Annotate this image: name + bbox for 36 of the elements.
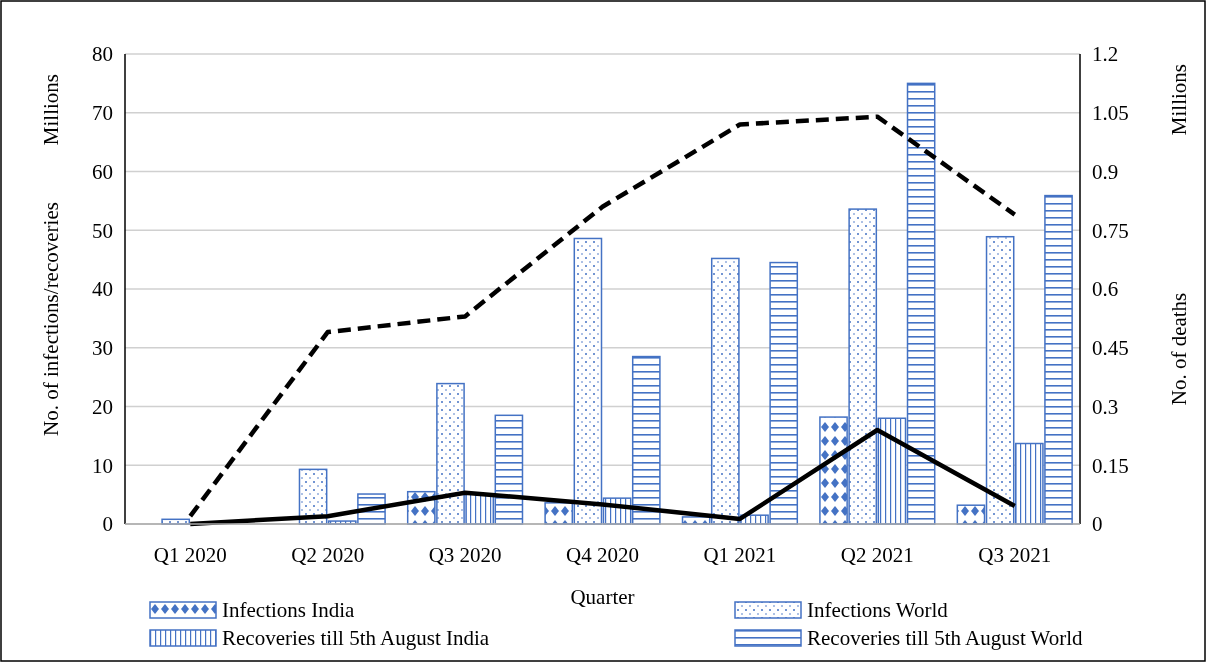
y2-tick-label: 0 bbox=[1092, 512, 1103, 537]
y-tick-label: 0 bbox=[102, 512, 113, 537]
line-series bbox=[188, 427, 1017, 527]
x-tick-label: Q3 2021 bbox=[978, 543, 1052, 567]
y2-tick-label: 0.45 bbox=[1092, 336, 1129, 361]
y2-tick-label: 1.2 bbox=[1092, 42, 1119, 67]
x-tick-label: Q1 2020 bbox=[153, 543, 227, 567]
y-tick-label: 20 bbox=[92, 394, 113, 419]
legend-label: Recoveries till 5th August India bbox=[222, 626, 490, 651]
x-tick-label: Q4 2020 bbox=[566, 543, 639, 567]
y2-tick-label: 0.6 bbox=[1092, 277, 1119, 302]
y-tick-label: 80 bbox=[92, 42, 113, 67]
x-tick-label: Q1 2021 bbox=[703, 543, 777, 567]
y-tick-label: 40 bbox=[92, 277, 113, 302]
y-tick-label: 60 bbox=[92, 159, 113, 184]
y2-tick-label: 0.9 bbox=[1092, 159, 1119, 184]
y2-tick-label: 0.15 bbox=[1092, 453, 1129, 478]
legend-label: Infections India bbox=[222, 598, 356, 623]
y-tick-label: 50 bbox=[92, 218, 113, 243]
text: Millions bbox=[1167, 64, 1191, 136]
y2-axis-title: No. of deaths bbox=[1167, 292, 1191, 406]
y2-tick-label: 1.05 bbox=[1092, 101, 1129, 126]
y2-tick-label: 0.3 bbox=[1092, 394, 1119, 419]
x-axis-title: Quarter bbox=[570, 585, 635, 609]
y-tick-label: 10 bbox=[92, 453, 113, 478]
text: Millions bbox=[39, 74, 63, 146]
y2-tick-label: 0.75 bbox=[1092, 218, 1129, 243]
x-tick-label: Q2 2020 bbox=[291, 543, 365, 567]
line-series bbox=[188, 114, 1017, 519]
y-tick-label: 30 bbox=[92, 336, 113, 361]
y-tick-label: 70 bbox=[92, 101, 113, 126]
x-tick-label: Q3 2020 bbox=[428, 543, 502, 567]
y-axis-title: No. of infections/recoveries bbox=[39, 202, 63, 436]
legend-label: Infections World bbox=[807, 598, 949, 623]
legend-label: Recoveries till 5th August World bbox=[807, 626, 1084, 651]
x-tick-label: Q2 2021 bbox=[840, 543, 914, 567]
